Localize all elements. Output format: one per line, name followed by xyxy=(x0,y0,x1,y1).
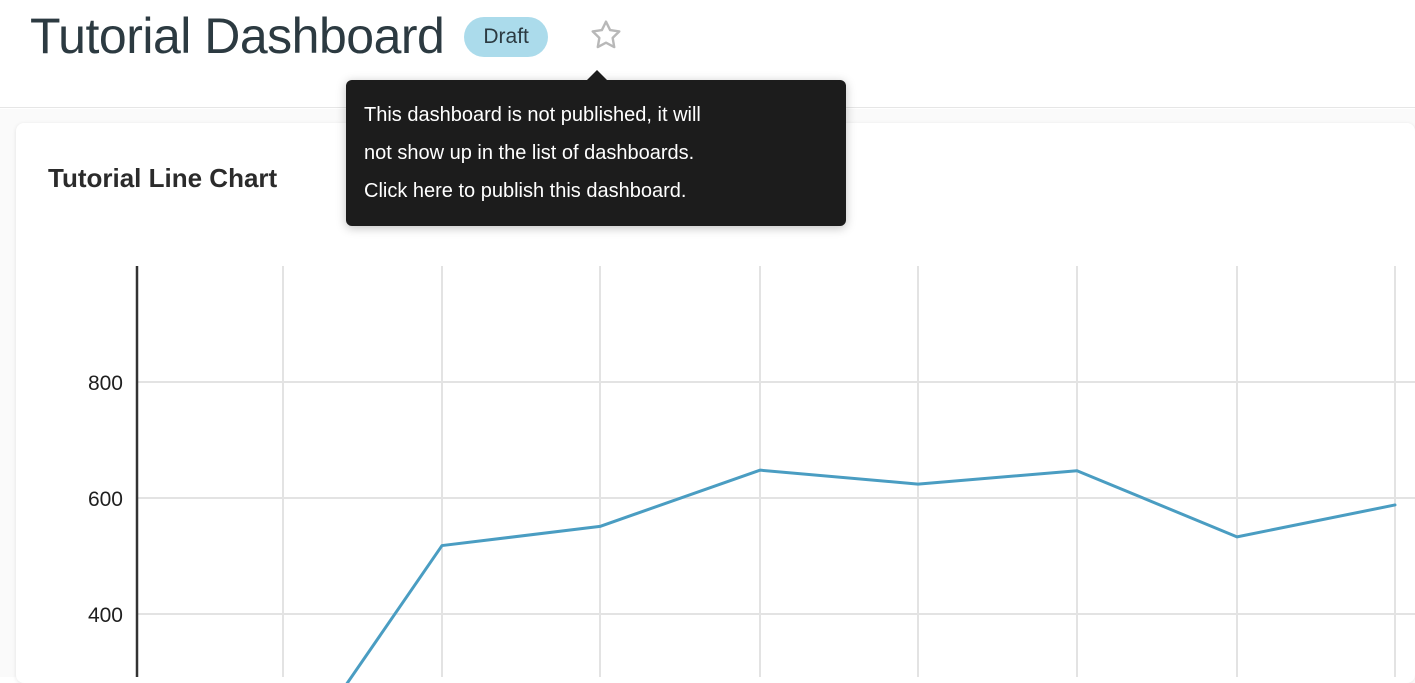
star-outline-icon xyxy=(589,18,623,57)
line-chart-svg: 400 600 800 xyxy=(88,266,1415,683)
chart-series-line xyxy=(345,468,1397,683)
publish-tooltip: This dashboard is not published, it will… xyxy=(346,80,846,226)
title-row: Tutorial Dashboard Draft xyxy=(30,2,626,70)
chart-y-tick-label: 800 xyxy=(88,372,123,395)
tooltip-line-3: Click here to publish this dashboard. xyxy=(364,180,687,202)
chart-series-polyline xyxy=(345,468,1397,683)
chart-y-tick-label: 600 xyxy=(88,488,123,511)
page-title: Tutorial Dashboard xyxy=(30,8,445,64)
tooltip-line-1: This dashboard is not published, it will xyxy=(364,104,701,126)
chart-card-title: Tutorial Line Chart xyxy=(48,163,278,193)
tooltip-arrow xyxy=(586,70,608,81)
line-chart[interactable]: 400 600 800 xyxy=(16,123,1415,683)
chart-y-tick-labels: 400 600 800 xyxy=(88,372,123,627)
chart-y-tick-label: 400 xyxy=(88,604,123,627)
status-badge-draft[interactable]: Draft xyxy=(464,17,548,57)
favorite-star-button[interactable] xyxy=(586,17,626,57)
tooltip-line-2: not show up in the list of dashboards. xyxy=(364,142,695,164)
